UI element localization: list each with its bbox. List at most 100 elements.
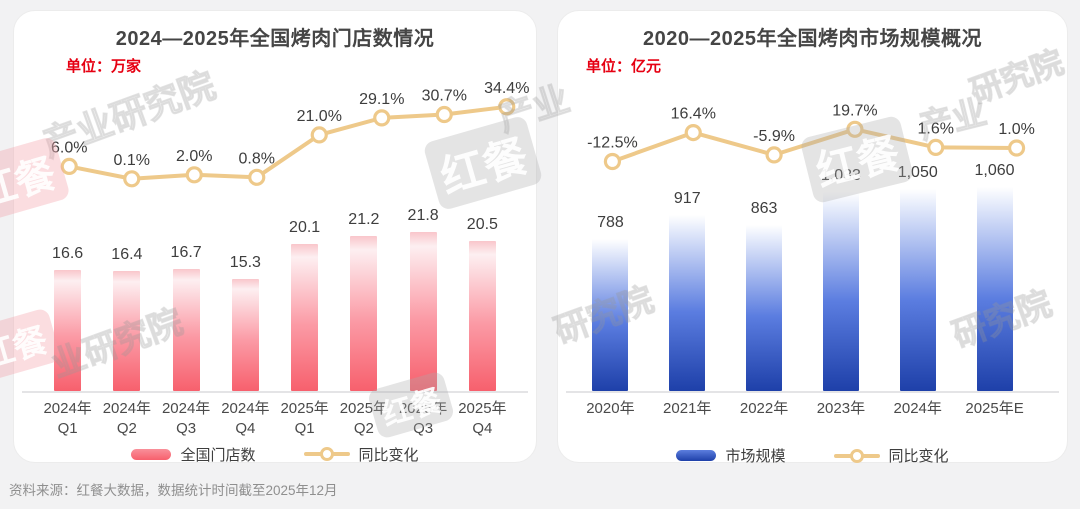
bar xyxy=(291,244,319,391)
x-axis-label: 2024年 Q2 xyxy=(102,400,152,438)
store-count-chart-card: 2024—2025年全国烤肉门店数情况 单位：万家 16.6 16.4 16.7 15… xyxy=(13,10,537,465)
x-axis-label: 2020年 xyxy=(586,400,635,417)
bar-value-label: 15.3 xyxy=(229,254,261,271)
line-marker xyxy=(310,126,328,144)
bar-column: 16.7 xyxy=(157,244,216,391)
line-marker xyxy=(435,105,453,124)
trend-line-layer-market-size: -12.5% 16.4% -5.9% 19.7% 1.6% 1.0% xyxy=(587,102,1035,171)
legend-label: 市场规模 xyxy=(725,448,786,466)
plot-area-market-size: 788 917 863 1,033 1,050 1,060 -12.5% 16.4% -5.9… xyxy=(572,77,1035,391)
legend-label: 同比变化 xyxy=(358,446,419,464)
x-axis-label: 2024年 Q4 xyxy=(221,400,270,438)
plot-area-store-count: 16.6 16.4 16.7 15.3 20.1 21.2 21.8 20.5 6.0% 0.1… xyxy=(38,77,529,391)
unit-label-store-count: 单位：万家 xyxy=(66,58,142,75)
legend-item-line: 同比变化 xyxy=(833,445,949,466)
line-legend-icon xyxy=(303,447,350,461)
bar-value-label: 21.8 xyxy=(407,207,439,224)
bar-legend-icon xyxy=(676,450,717,462)
bar xyxy=(669,215,706,391)
x-axis-label: 2022年 xyxy=(739,400,789,417)
line-marker xyxy=(1007,139,1026,157)
bar xyxy=(350,236,378,391)
line-marker xyxy=(927,138,945,157)
x-axis-label: 2024年 Q3 xyxy=(161,400,211,438)
bar-column: 1,050 xyxy=(879,164,956,391)
x-axis-labels-store-count: 2024年 Q1 2024年 Q2 2024年 Q3 2024年 Q4 2025年 Q1 2025年… xyxy=(38,399,512,440)
percent-label: 1.0% xyxy=(998,121,1034,138)
bar xyxy=(113,271,141,391)
bars-group-store-count: 16.6 16.4 16.7 15.3 20.1 21.2 21.8 20.5 xyxy=(38,77,512,391)
x-axis-line xyxy=(22,391,528,393)
bar xyxy=(409,232,437,391)
percent-label: 6.0% xyxy=(51,139,87,156)
percent-label: 16.4% xyxy=(671,106,716,123)
x-axis-label: 2023年 xyxy=(816,400,866,417)
bar-column: 16.4 xyxy=(97,246,156,391)
percent-label: 30.7% xyxy=(422,88,467,105)
bar xyxy=(172,269,200,391)
percent-label: 19.7% xyxy=(832,102,877,119)
legend-label: 同比变化 xyxy=(888,448,949,466)
bar-value-label: 917 xyxy=(673,190,701,207)
trend-line xyxy=(67,104,509,181)
bar-value-label: 16.7 xyxy=(170,244,202,261)
bar-column: 788 xyxy=(572,214,649,391)
unit-label-market-size: 单位：亿元 xyxy=(586,58,662,75)
bar-value-label: 788 xyxy=(597,214,624,231)
legend-item-bars: 市场规模 xyxy=(676,445,786,466)
source-note: 资料来源：红餐大数据，数据统计时间截至2025年12月 xyxy=(9,483,338,498)
bar xyxy=(468,241,496,391)
percent-label: 1.6% xyxy=(918,120,954,137)
percent-label: 0.8% xyxy=(239,150,275,167)
x-axis-label: 2025年 Q4 xyxy=(458,400,507,438)
line-marker xyxy=(603,152,622,171)
x-axis-labels-market-size: 2020年 2021年 2022年 2023年 2024年 2025年E xyxy=(572,399,1033,419)
legend-label: 全国门店数 xyxy=(180,446,256,464)
bar-column: 20.5 xyxy=(453,216,512,391)
legend-item-line: 同比变化 xyxy=(303,444,419,465)
bar xyxy=(976,187,1013,391)
line-legend-icon xyxy=(833,448,880,463)
trend-line-layer-store-count: 6.0% 0.1% 2.0% 0.8% 21.0% 29.1% 30.7% 34.4% xyxy=(51,80,529,188)
x-axis-label: 2024年 Q1 xyxy=(43,400,92,438)
bar-column: 16.6 xyxy=(38,245,97,391)
bar-column: 20.1 xyxy=(275,219,334,391)
x-axis-label: 2025年 Q2 xyxy=(339,400,389,438)
bar-value-label: 20.5 xyxy=(466,216,498,233)
line-marker xyxy=(846,120,864,138)
line-marker xyxy=(185,166,203,184)
percent-label: -5.9% xyxy=(753,128,795,145)
x-axis-label: 2025年E xyxy=(965,400,1024,417)
bars-group-market-size: 788 917 863 1,033 1,050 1,060 xyxy=(572,77,1033,391)
charts-container: 2024—2025年全国烤肉门店数情况 单位：万家 16.6 16.4 16.7 15… xyxy=(13,10,1068,466)
percent-label: 29.1% xyxy=(359,91,404,108)
bar xyxy=(592,239,629,391)
x-axis-label: 2025年 Q3 xyxy=(398,400,448,438)
bar xyxy=(231,279,259,391)
bar-column: 21.2 xyxy=(334,211,393,391)
bar-value-label: 20.1 xyxy=(289,219,321,236)
legend-store-count: 全国门店数 同比变化 xyxy=(26,444,524,465)
bar-value-label: 16.6 xyxy=(52,245,84,262)
line-marker xyxy=(123,170,141,188)
bar-legend-icon xyxy=(131,448,172,460)
bar-value-label: 21.2 xyxy=(348,211,380,228)
bar-column: 21.8 xyxy=(394,207,453,391)
bar xyxy=(899,189,936,391)
percent-label: 0.1% xyxy=(114,152,150,169)
bar-column: 15.3 xyxy=(216,254,275,391)
chart-title-market-size: 2020—2025年全国烤肉市场规模概况 xyxy=(643,28,982,50)
percent-label: 34.4% xyxy=(484,80,529,97)
bar-column: 917 xyxy=(649,190,726,391)
percent-label: -12.5% xyxy=(587,135,638,152)
trend-line xyxy=(610,127,1019,164)
bar-value-label: 1,050 xyxy=(897,164,938,181)
percent-label: 2.0% xyxy=(176,148,212,165)
line-marker xyxy=(765,146,783,164)
x-axis-label: 2021年 xyxy=(663,400,712,417)
bar xyxy=(54,270,82,391)
bar-column: 1,060 xyxy=(956,162,1033,391)
line-marker xyxy=(60,157,78,176)
bar xyxy=(746,225,783,391)
bar-value-label: 863 xyxy=(750,200,778,217)
